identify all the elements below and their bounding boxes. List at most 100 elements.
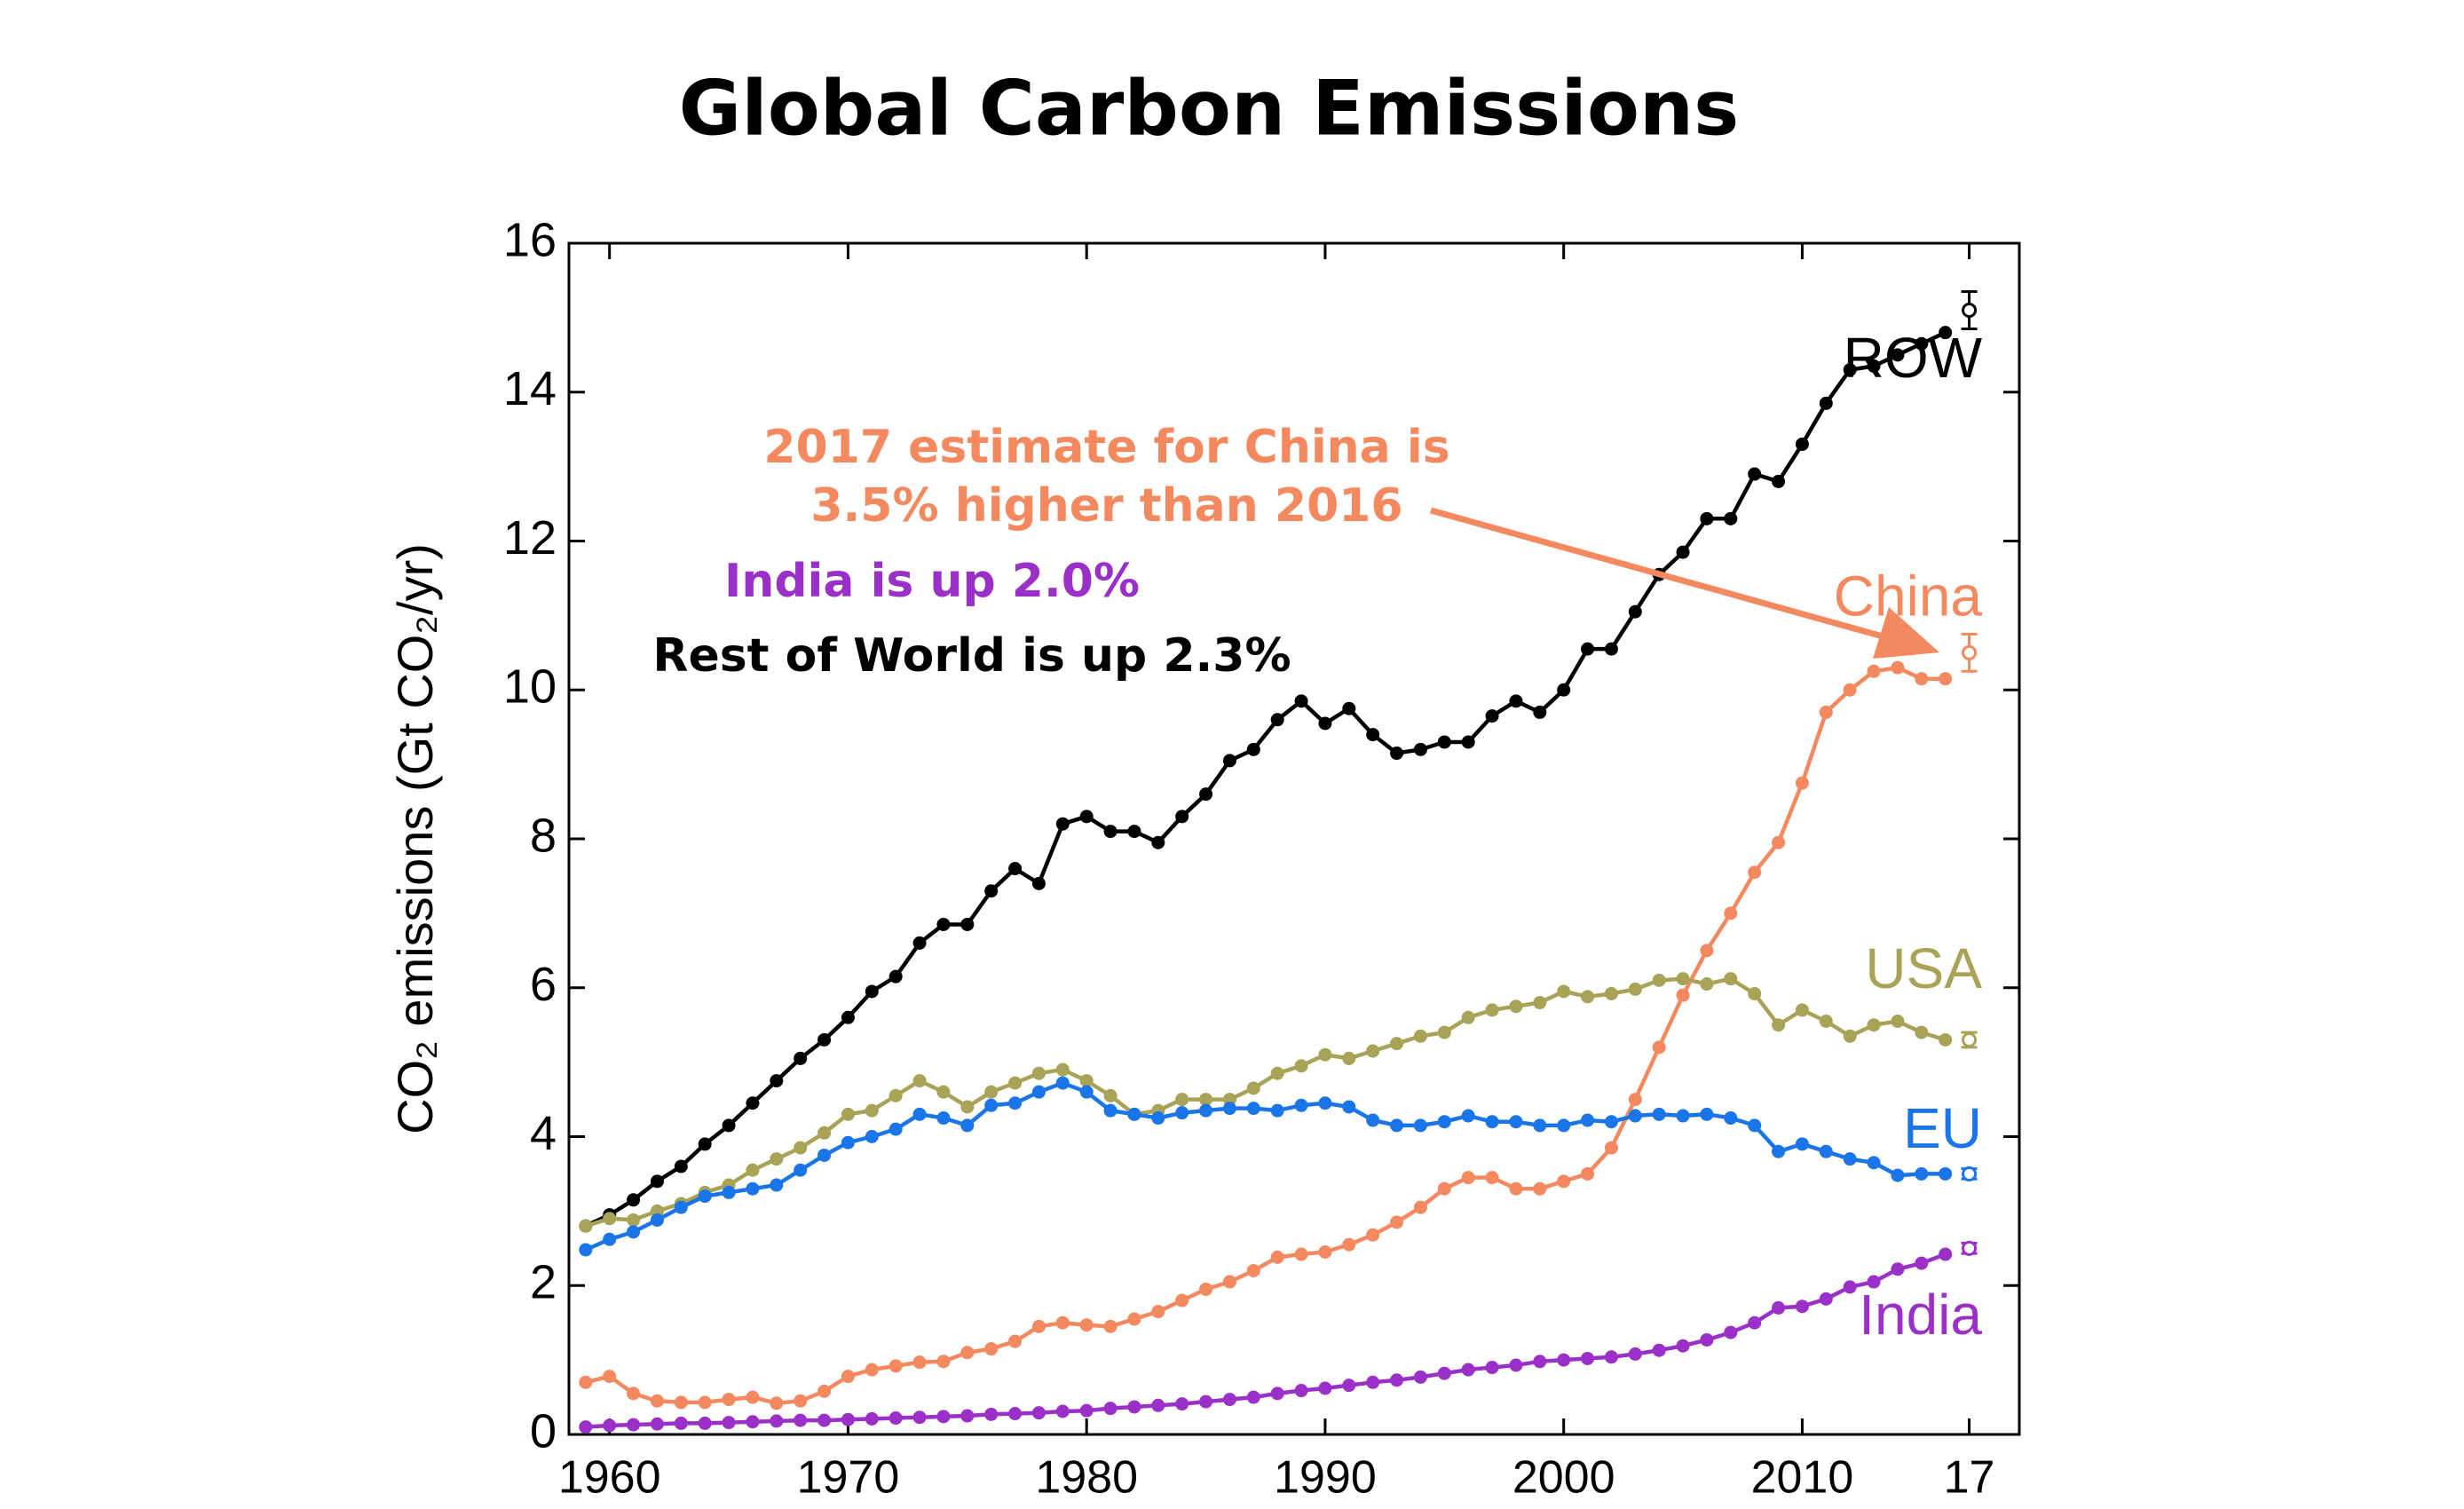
data-point <box>1175 1106 1189 1120</box>
data-point <box>1772 1144 1786 1158</box>
data-point <box>1533 1355 1547 1369</box>
data-point <box>1867 1275 1881 1289</box>
data-point <box>770 1074 784 1088</box>
x-tick-label: 1980 <box>1035 1452 1138 1504</box>
data-point <box>888 1411 903 1426</box>
data-point <box>1342 1237 1356 1252</box>
x-tick-label: 2010 <box>1751 1452 1854 1504</box>
series-line <box>584 330 1947 1229</box>
y-tick-label: 2 <box>530 1256 557 1309</box>
data-point <box>1915 1166 1929 1181</box>
data-point <box>627 1387 641 1401</box>
data-point <box>794 1394 808 1408</box>
data-point <box>650 1213 664 1227</box>
series-label: EU <box>1903 1096 1982 1160</box>
data-point <box>1461 1109 1475 1123</box>
data-point <box>1867 359 1881 373</box>
data-point <box>1724 1325 1738 1339</box>
data-point <box>674 1200 688 1214</box>
data-point <box>1867 664 1881 678</box>
data-point <box>984 1085 999 1099</box>
data-point <box>746 1390 760 1404</box>
data-point <box>1199 1103 1213 1118</box>
data-point <box>1915 1025 1929 1039</box>
data-point <box>1795 437 1809 451</box>
data-point <box>1748 986 1762 1000</box>
data-point <box>627 1418 641 1432</box>
y-tick-label: 0 <box>530 1404 557 1458</box>
data-point <box>1270 1066 1284 1080</box>
estimate-point <box>1962 1240 1978 1256</box>
data-point <box>1461 1010 1475 1024</box>
data-point <box>722 1393 736 1407</box>
y-tick-label: 16 <box>503 213 557 266</box>
data-point <box>770 1178 784 1192</box>
annotation: 2017 estimate for China is <box>763 421 1449 474</box>
data-point <box>1294 1098 1308 1112</box>
data-point <box>1270 1387 1284 1401</box>
series-line <box>585 976 1947 1229</box>
data-point <box>1366 1044 1380 1058</box>
data-point <box>1509 1358 1523 1372</box>
data-point <box>1055 1404 1070 1418</box>
data-point <box>1676 1339 1690 1353</box>
y-tick-label: 14 <box>503 362 557 415</box>
data-point <box>1700 1332 1714 1347</box>
data-point <box>1939 1247 1953 1261</box>
data-point <box>1700 511 1714 525</box>
data-point <box>1103 1402 1117 1416</box>
data-point <box>1079 810 1094 824</box>
data-point <box>1939 1166 1953 1181</box>
data-point <box>698 1137 712 1151</box>
data-point <box>817 1148 832 1162</box>
data-point <box>960 917 975 931</box>
data-point <box>1151 835 1165 849</box>
data-point <box>1724 1111 1738 1126</box>
series: ROW <box>579 290 1983 1233</box>
data-point <box>1103 1319 1117 1333</box>
data-point <box>1557 1353 1571 1367</box>
data-point <box>1175 1093 1189 1107</box>
data-point <box>1581 1113 1595 1127</box>
data-point <box>1485 1361 1499 1375</box>
data-point <box>1199 1093 1213 1107</box>
data-point <box>1390 1373 1404 1387</box>
data-point <box>1819 705 1833 719</box>
annotation: Rest of World is up 2.3% <box>652 629 1291 683</box>
data-point <box>1437 1181 1451 1196</box>
data-point <box>1103 825 1117 839</box>
data-point <box>1151 1305 1165 1319</box>
data-point <box>1915 336 1929 351</box>
data-point <box>1891 348 1905 362</box>
data-point <box>1748 467 1762 481</box>
data-point <box>984 1342 999 1356</box>
data-point <box>1461 1363 1475 1377</box>
data-point <box>817 1032 832 1047</box>
data-point <box>674 1159 688 1173</box>
data-point <box>912 936 927 950</box>
data-point <box>1294 1384 1308 1398</box>
data-point <box>912 1355 927 1370</box>
data-point <box>1819 1014 1833 1028</box>
data-point <box>1222 1275 1236 1289</box>
data-point <box>1557 1118 1571 1133</box>
data-point <box>1413 1029 1427 1043</box>
data-point <box>1055 1315 1070 1330</box>
data-point <box>1437 1025 1451 1039</box>
data-point <box>1891 1014 1905 1028</box>
data-point <box>1676 1109 1690 1123</box>
data-point <box>1437 1366 1451 1380</box>
data-point <box>1557 984 1571 999</box>
data-point <box>1390 1118 1404 1133</box>
data-point <box>1413 1370 1427 1384</box>
data-point <box>1079 1074 1094 1088</box>
estimate-point <box>1962 644 1978 660</box>
data-point <box>1055 1076 1070 1090</box>
data-point <box>1843 1152 1857 1166</box>
data-point <box>841 1107 855 1121</box>
data-point <box>1628 1093 1642 1107</box>
data-point <box>1079 1403 1094 1418</box>
series-label: USA <box>1865 936 1982 1000</box>
data-point <box>1819 396 1833 410</box>
data-point <box>1700 944 1714 958</box>
